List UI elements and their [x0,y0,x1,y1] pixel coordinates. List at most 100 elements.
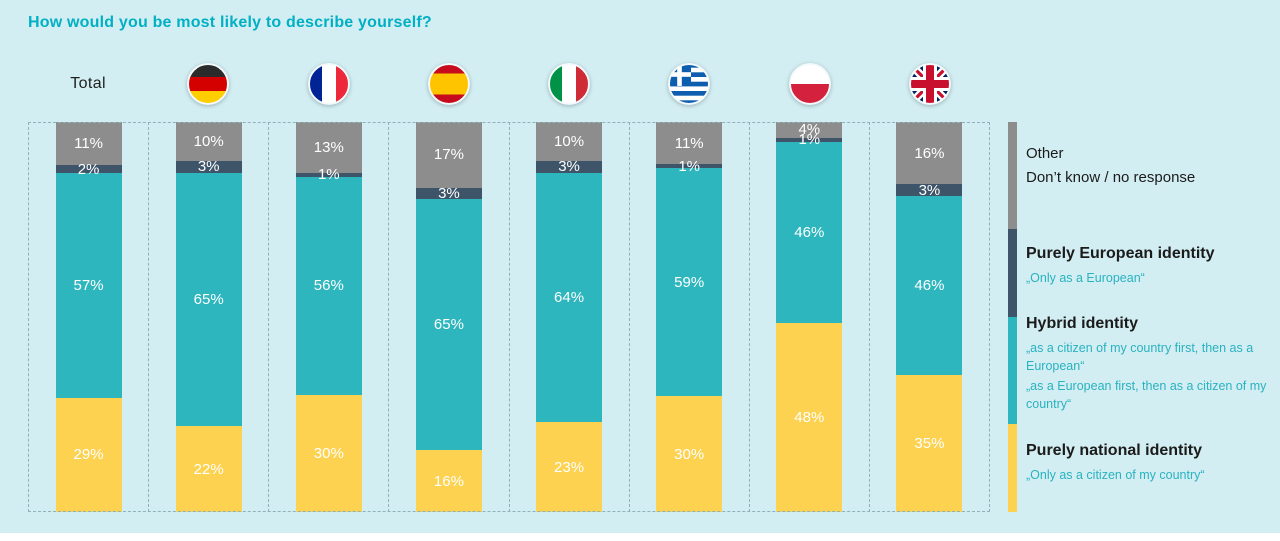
flag-italy-icon [548,63,591,105]
segment-value-label: 1% [678,157,701,175]
column-header-poland [750,56,870,112]
bar-segment-purely-european-identity-united-kingdom: 3% [896,181,963,199]
legend-strip-hybrid [1008,317,1017,425]
segment-value-label: 3% [197,158,220,176]
segment-value-label: 11% [674,134,704,152]
segment-value-label: 57% [73,276,104,294]
column-header-italy [509,56,629,112]
legend-national-title: Purely national identity [1026,442,1203,459]
legend-strip-other [1008,122,1017,230]
segment-value-label: 30% [313,444,344,462]
bar-segment-purely-european-identity-greece: 1% [656,159,723,174]
bar-segment-hybrid-identity-greece: 59% [656,168,723,397]
bar-segment-hybrid-identity-poland: 46% [776,141,843,323]
column-header-total: Total [28,56,148,112]
stacked-bar-poland: 4% 1% 46% 48% [776,121,843,512]
segment-value-label: 16% [914,144,945,162]
flag-greece-icon [668,63,711,105]
segment-value-label: 13% [313,138,344,156]
bar-segment-purely-national-identity-poland: 48% [776,322,843,512]
segment-value-label: 65% [433,316,464,334]
segment-value-label: 4% [798,121,821,139]
segment-value-label: 10% [193,133,224,150]
column-header-france [269,56,389,112]
chart-title: How would you be most likely to describe… [28,14,432,31]
bar-segment-other-don-t-know-no-response-spain: 17% [415,122,482,188]
legend-hybrid: Hybrid identity „as a citizen of my coun… [1026,314,1274,413]
legend-hybrid-title: Hybrid identity [1026,315,1139,332]
legend-european-subtitle: „Only as a European“ [1026,271,1145,285]
segment-value-label: 30% [674,445,705,463]
legend-other-line1: Other [1026,145,1064,162]
legend-national: Purely national identity „Only as a citi… [1026,441,1274,484]
stacked-bar-united-kingdom: 16% 3% 46% 35% [896,122,963,512]
bar-segment-purely-european-identity-total: 2% [55,162,122,177]
flag-poland-icon [788,63,831,105]
chart-column-spain: 17% 3% 65% 16% [388,122,508,512]
segment-value-label: 3% [918,181,941,199]
chart-column-greece: 11% 1% 59% 30% [628,122,749,512]
segment-value-label: 65% [193,290,224,308]
legend-other: Other Don’t know / no response [1026,142,1274,190]
segment-value-label: 59% [674,273,705,291]
bar-segment-purely-european-identity-poland: 1% [776,132,843,147]
bar-segment-other-don-t-know-no-response-total: 11% [55,122,122,166]
bar-segment-other-don-t-know-no-response-united-kingdom: 16% [896,122,963,185]
legend-national-subtitle: „Only as a citizen of my country“ [1026,468,1205,482]
stacked-bar-italy: 10% 3% 64% 23% [536,122,603,512]
segment-value-label: 10% [554,133,585,150]
segment-value-label: 22% [193,460,224,478]
bar-segment-hybrid-identity-spain: 65% [415,199,482,451]
bar-segment-purely-european-identity-france: 1% [295,167,362,182]
segment-value-label: 46% [914,277,945,295]
bar-segment-purely-national-identity-italy: 23% [536,422,603,512]
bar-segment-hybrid-identity-italy: 64% [536,172,603,423]
legend-color-strip [1008,122,1017,512]
column-header-germany [148,56,268,112]
segment-value-label: 1% [798,131,821,149]
bar-segment-purely-european-identity-spain: 3% [415,184,482,202]
chart-column-italy: 10% 3% 64% 23% [508,122,629,512]
chart-column-france: 13% 1% 56% 30% [268,122,388,512]
bar-segment-purely-national-identity-france: 30% [295,394,362,512]
bar-segment-purely-national-identity-germany: 22% [175,426,242,512]
bar-segment-other-don-t-know-no-response-greece: 11% [656,122,723,165]
legend-european: Purely European identity „Only as a Euro… [1026,244,1274,287]
segment-value-label: 17% [433,146,464,164]
bottom-divider [0,533,1280,541]
flag-spain-icon [427,63,470,105]
bar-segment-purely-european-identity-germany: 3% [175,158,242,176]
segment-value-label: 16% [433,472,464,490]
segment-value-label: 35% [914,435,945,453]
stacked-bar-greece: 11% 1% 59% 30% [656,122,723,512]
total-column-label: Total [70,75,107,92]
segment-value-label: 56% [313,277,344,295]
bar-segment-other-don-t-know-no-response-germany: 10% [175,122,242,161]
bar-segment-other-don-t-know-no-response-italy: 10% [536,122,603,161]
stacked-bar-spain: 17% 3% 65% 16% [415,122,482,512]
column-header-greece [629,56,749,112]
segment-value-label: 11% [74,135,104,153]
segment-value-label: 46% [794,223,825,241]
column-header-spain [389,56,509,112]
stacked-bar-france: 13% 1% 56% 30% [295,122,362,512]
segment-value-label: 29% [73,446,104,464]
legend-european-title: Purely European identity [1026,245,1215,262]
chart-column-total: 11% 2% 57% 29% [28,122,148,512]
column-header-row: Total [28,56,990,112]
bar-segment-purely-european-identity-italy: 3% [536,159,603,174]
bar-segment-hybrid-identity-germany: 65% [175,172,242,427]
chart-column-united-kingdom: 16% 3% 46% 35% [868,122,990,512]
segment-value-label: 64% [554,288,585,306]
bar-segment-hybrid-identity-france: 56% [295,176,362,395]
legend-other-line2: Don’t know / no response [1026,169,1196,186]
legend-hybrid-subtitle-1: „as a citizen of my country first, then … [1026,341,1254,373]
segment-value-label: 1% [317,166,340,184]
bar-segment-hybrid-identity-united-kingdom: 46% [896,196,963,376]
bar-segment-purely-national-identity-greece: 30% [656,396,723,512]
bar-segment-purely-national-identity-total: 29% [55,397,122,512]
bar-segment-other-don-t-know-no-response-france: 13% [295,122,362,173]
segment-value-label: 3% [438,184,460,202]
legend-strip-national [1008,424,1017,512]
chart-column-germany: 10% 3% 65% 22% [148,122,268,512]
